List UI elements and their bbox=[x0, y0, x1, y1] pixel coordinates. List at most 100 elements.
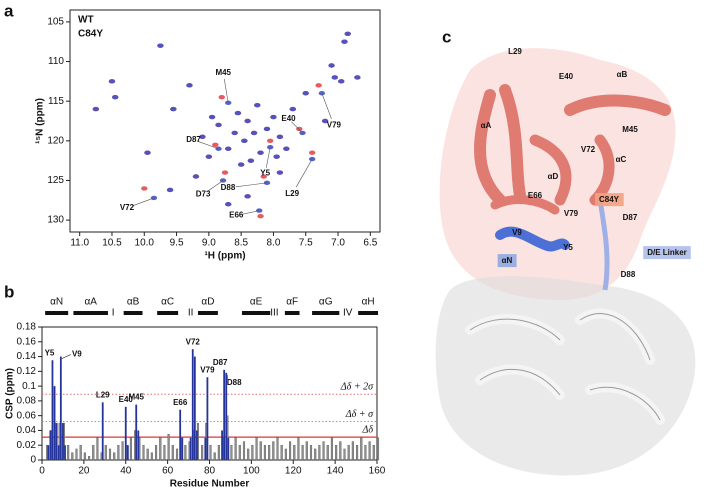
peak bbox=[166, 187, 174, 193]
peak bbox=[328, 63, 335, 68]
region-label: II bbox=[188, 308, 194, 319]
bar bbox=[108, 448, 112, 461]
bar-label: V72 bbox=[186, 337, 201, 346]
x-tick-label: 140 bbox=[327, 466, 344, 477]
y-tick-label: 0.12 bbox=[17, 366, 37, 377]
bar bbox=[230, 445, 233, 461]
structure-label: C84Y bbox=[599, 195, 620, 204]
label-box bbox=[594, 193, 624, 207]
structure-label: V79 bbox=[564, 209, 579, 218]
bar bbox=[301, 445, 304, 461]
reference-label: Δδ bbox=[361, 424, 373, 435]
bar bbox=[146, 448, 149, 461]
bar bbox=[196, 430, 198, 460]
bar bbox=[64, 445, 66, 460]
structure-label: V9 bbox=[512, 228, 522, 237]
bar bbox=[263, 445, 266, 461]
bar bbox=[137, 430, 140, 460]
leader-line bbox=[240, 210, 260, 215]
x-tick-label: 10.5 bbox=[102, 238, 122, 249]
x-tick-label: 11.0 bbox=[70, 238, 89, 249]
bar bbox=[272, 441, 275, 461]
peak bbox=[186, 83, 193, 88]
peak bbox=[244, 194, 251, 199]
bar bbox=[96, 437, 99, 461]
structure-label: L29 bbox=[508, 47, 522, 56]
bar bbox=[126, 445, 129, 460]
peak-label: L29 bbox=[285, 189, 299, 198]
peak bbox=[267, 138, 274, 144]
bar bbox=[221, 430, 223, 460]
bar bbox=[142, 445, 145, 461]
peak bbox=[341, 39, 348, 44]
peak bbox=[215, 122, 222, 128]
peak bbox=[192, 174, 200, 179]
leader-line bbox=[132, 197, 155, 207]
panel-label: a bbox=[4, 1, 14, 20]
bar bbox=[343, 448, 346, 461]
x-tick-label: 160 bbox=[369, 466, 386, 477]
y-axis-label: ¹⁵N (ppm) bbox=[35, 98, 46, 144]
peak bbox=[241, 138, 248, 144]
helix-bar bbox=[241, 311, 271, 315]
y-tick-label: 0.14 bbox=[17, 351, 37, 362]
x-tick-label: 7.0 bbox=[331, 238, 345, 249]
structure-label: D87 bbox=[623, 213, 638, 222]
structure-label: D88 bbox=[621, 270, 636, 279]
x-tick-label: 20 bbox=[78, 466, 90, 477]
structure-label: M45 bbox=[622, 125, 638, 134]
structure-image bbox=[435, 48, 696, 476]
peak bbox=[244, 118, 251, 124]
bar bbox=[51, 360, 54, 460]
structure-label: αN bbox=[502, 256, 513, 265]
bar bbox=[193, 356, 196, 460]
bar bbox=[191, 349, 194, 460]
bar bbox=[206, 377, 209, 460]
bar bbox=[75, 448, 78, 461]
bar bbox=[255, 437, 258, 461]
region-label: IV bbox=[343, 308, 353, 319]
peak bbox=[225, 202, 232, 207]
peak bbox=[170, 106, 177, 112]
bar bbox=[322, 441, 325, 461]
bar bbox=[83, 452, 86, 461]
x-tick-label: 100 bbox=[243, 466, 260, 477]
structure-label: αB bbox=[617, 70, 628, 79]
y-tick-label: 0.02 bbox=[17, 440, 37, 451]
x-tick-label: 9.5 bbox=[170, 238, 184, 249]
peak bbox=[231, 130, 238, 136]
bar-label: V79 bbox=[200, 365, 215, 374]
plot-frame bbox=[41, 326, 378, 461]
bar bbox=[124, 406, 127, 460]
label-box bbox=[643, 246, 691, 260]
y-tick-label: 125 bbox=[47, 175, 64, 186]
helix-label: αF bbox=[286, 297, 298, 308]
peak bbox=[237, 162, 245, 167]
bar bbox=[314, 448, 317, 461]
y-tick-label: 115 bbox=[48, 96, 64, 107]
y-tick-label: 0.1 bbox=[22, 381, 36, 392]
y-tick-label: 0.16 bbox=[17, 336, 37, 347]
peak bbox=[257, 150, 264, 155]
bar bbox=[79, 445, 82, 461]
bar bbox=[251, 445, 254, 461]
helix-bar bbox=[312, 311, 340, 315]
peak-label: D87 bbox=[186, 135, 201, 144]
bar bbox=[360, 437, 363, 461]
bar bbox=[92, 445, 95, 461]
bar bbox=[135, 404, 138, 460]
bar bbox=[59, 356, 62, 460]
bar bbox=[204, 437, 207, 460]
bar bbox=[309, 445, 313, 461]
peak bbox=[283, 146, 290, 151]
bar bbox=[71, 452, 74, 461]
bar bbox=[372, 445, 375, 461]
bar bbox=[213, 452, 216, 461]
bar-label: Y5 bbox=[45, 348, 55, 357]
x-axis-label: ¹H (ppm) bbox=[204, 251, 245, 262]
region-label: I bbox=[112, 308, 115, 319]
bar bbox=[88, 456, 91, 461]
leader-line bbox=[291, 121, 303, 134]
peak bbox=[250, 130, 258, 136]
bar bbox=[284, 448, 287, 461]
